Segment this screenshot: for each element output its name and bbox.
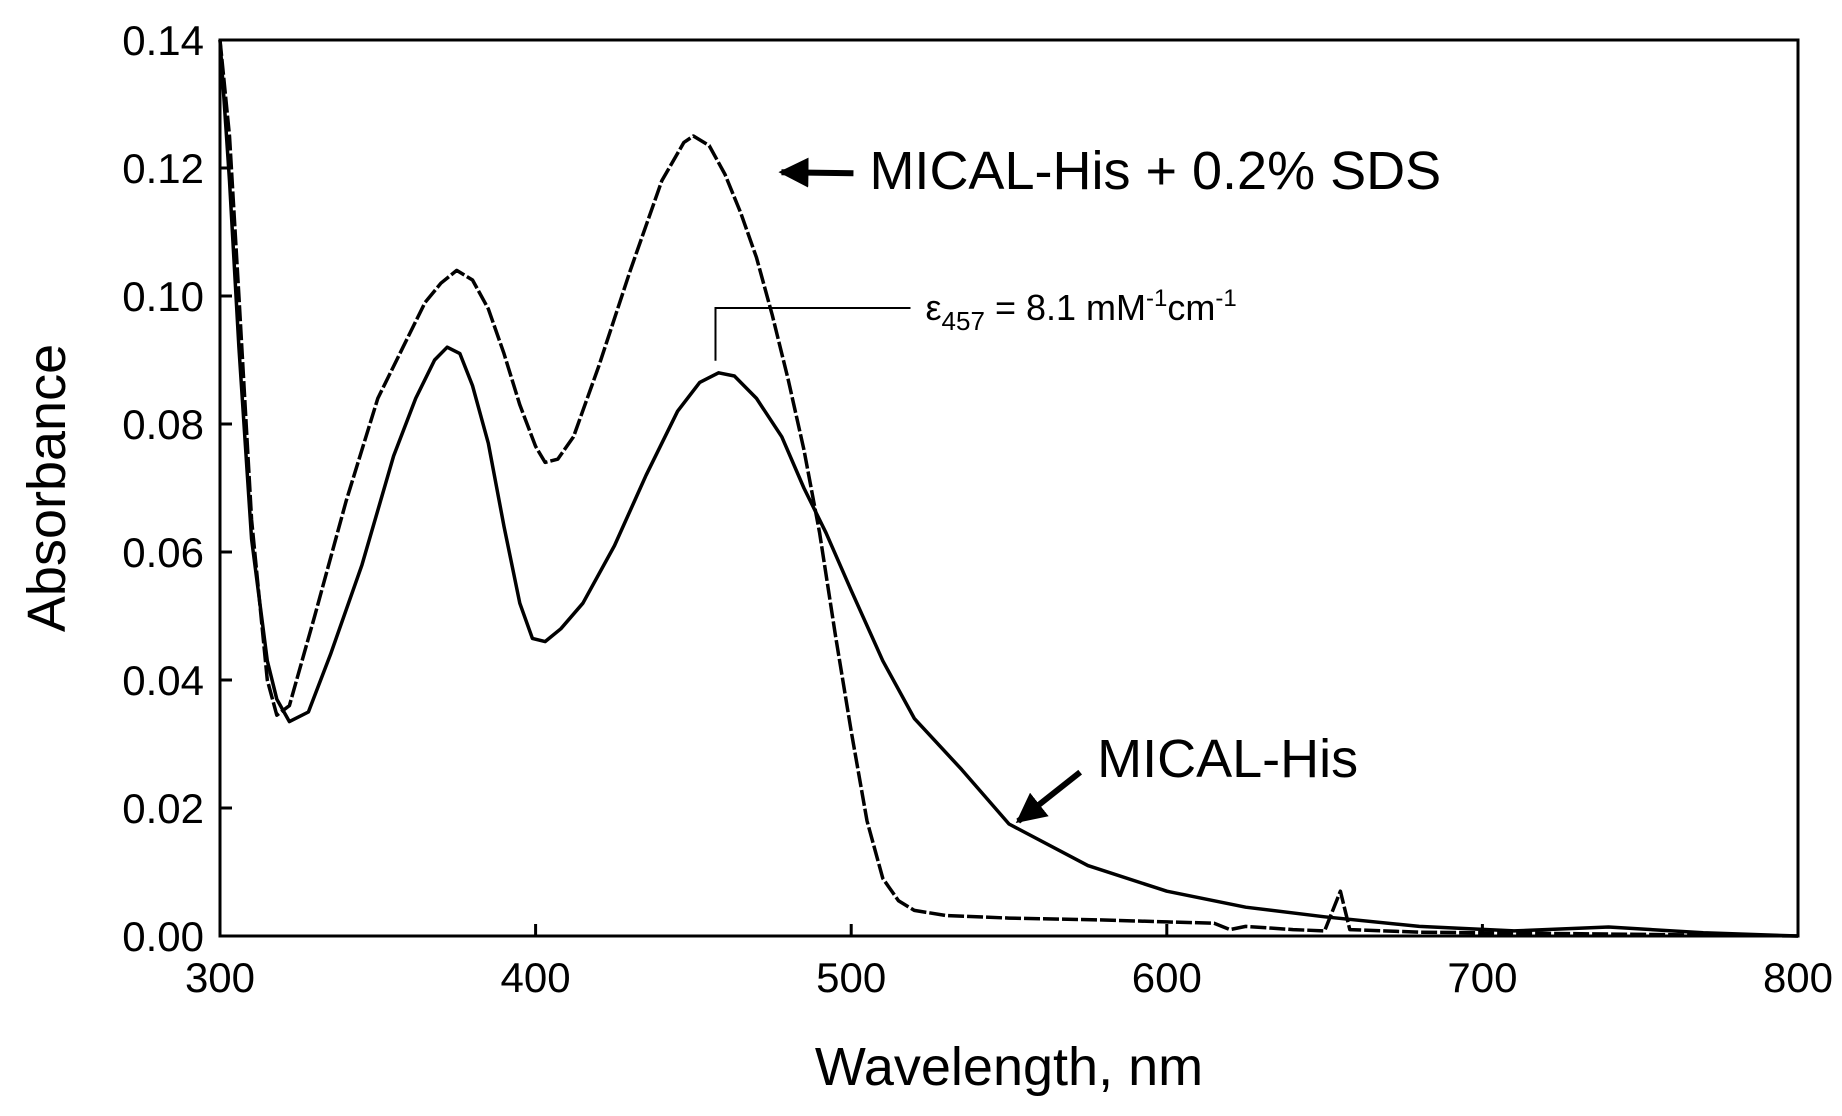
series-line-mical-his (218, 39, 1799, 938)
y-tick-label: 0.08 (122, 401, 204, 448)
y-tick-label: 0.10 (122, 273, 204, 320)
y-axis-title: Absorbance (17, 344, 77, 632)
epsilon-label: ε457 = 8.1 mM-1cm-1 (925, 285, 1236, 336)
label-mical-his: MICAL-His (1097, 729, 1358, 789)
epsilon-label-prefix: ε (925, 287, 941, 328)
epsilon-callout-line (714, 307, 911, 361)
x-axis-title: Wavelength, nm (815, 1037, 1203, 1097)
epsilon-label-sub: 457 (942, 306, 985, 336)
x-tick-label: 500 (816, 954, 886, 1001)
y-tick-label: 0.06 (122, 529, 204, 576)
ticks-layer: 0.00 0.02 0.04 0.06 0.08 0.10 0.12 0.14 300 400 50… (122, 17, 1833, 1001)
series-layer (218, 39, 1799, 938)
x-tick-label: 600 (1132, 954, 1202, 1001)
plot-frame (218, 38, 1800, 938)
y-tick-label: 0.12 (122, 145, 204, 192)
annotation-layer: MICAL-His + 0.2% SDS MICAL-His ε457 = 8.1 … (714, 141, 1441, 824)
y-tick-label: 0.00 (122, 913, 204, 960)
arrow-mical-his-sds (778, 157, 854, 188)
y-tick-label: 0.02 (122, 785, 204, 832)
x-tick-label: 400 (501, 954, 571, 1001)
label-mical-his-sds: MICAL-His + 0.2% SDS (869, 141, 1441, 201)
y-tick-label: 0.14 (122, 17, 204, 64)
epsilon-label-mid2: cm (1167, 287, 1215, 328)
x-tick-label: 300 (185, 954, 255, 1001)
epsilon-label-sup2: -1 (1215, 285, 1236, 312)
x-tick-label: 800 (1763, 954, 1833, 1001)
arrow-mical-his (1015, 769, 1083, 824)
epsilon-label-sup1: -1 (1146, 285, 1167, 312)
series-line-mical-his-sds (218, 39, 1799, 938)
x-tick-label: 700 (1447, 954, 1517, 1001)
y-tick-label: 0.04 (122, 657, 204, 704)
epsilon-label-mid: = 8.1 mM (985, 287, 1146, 328)
